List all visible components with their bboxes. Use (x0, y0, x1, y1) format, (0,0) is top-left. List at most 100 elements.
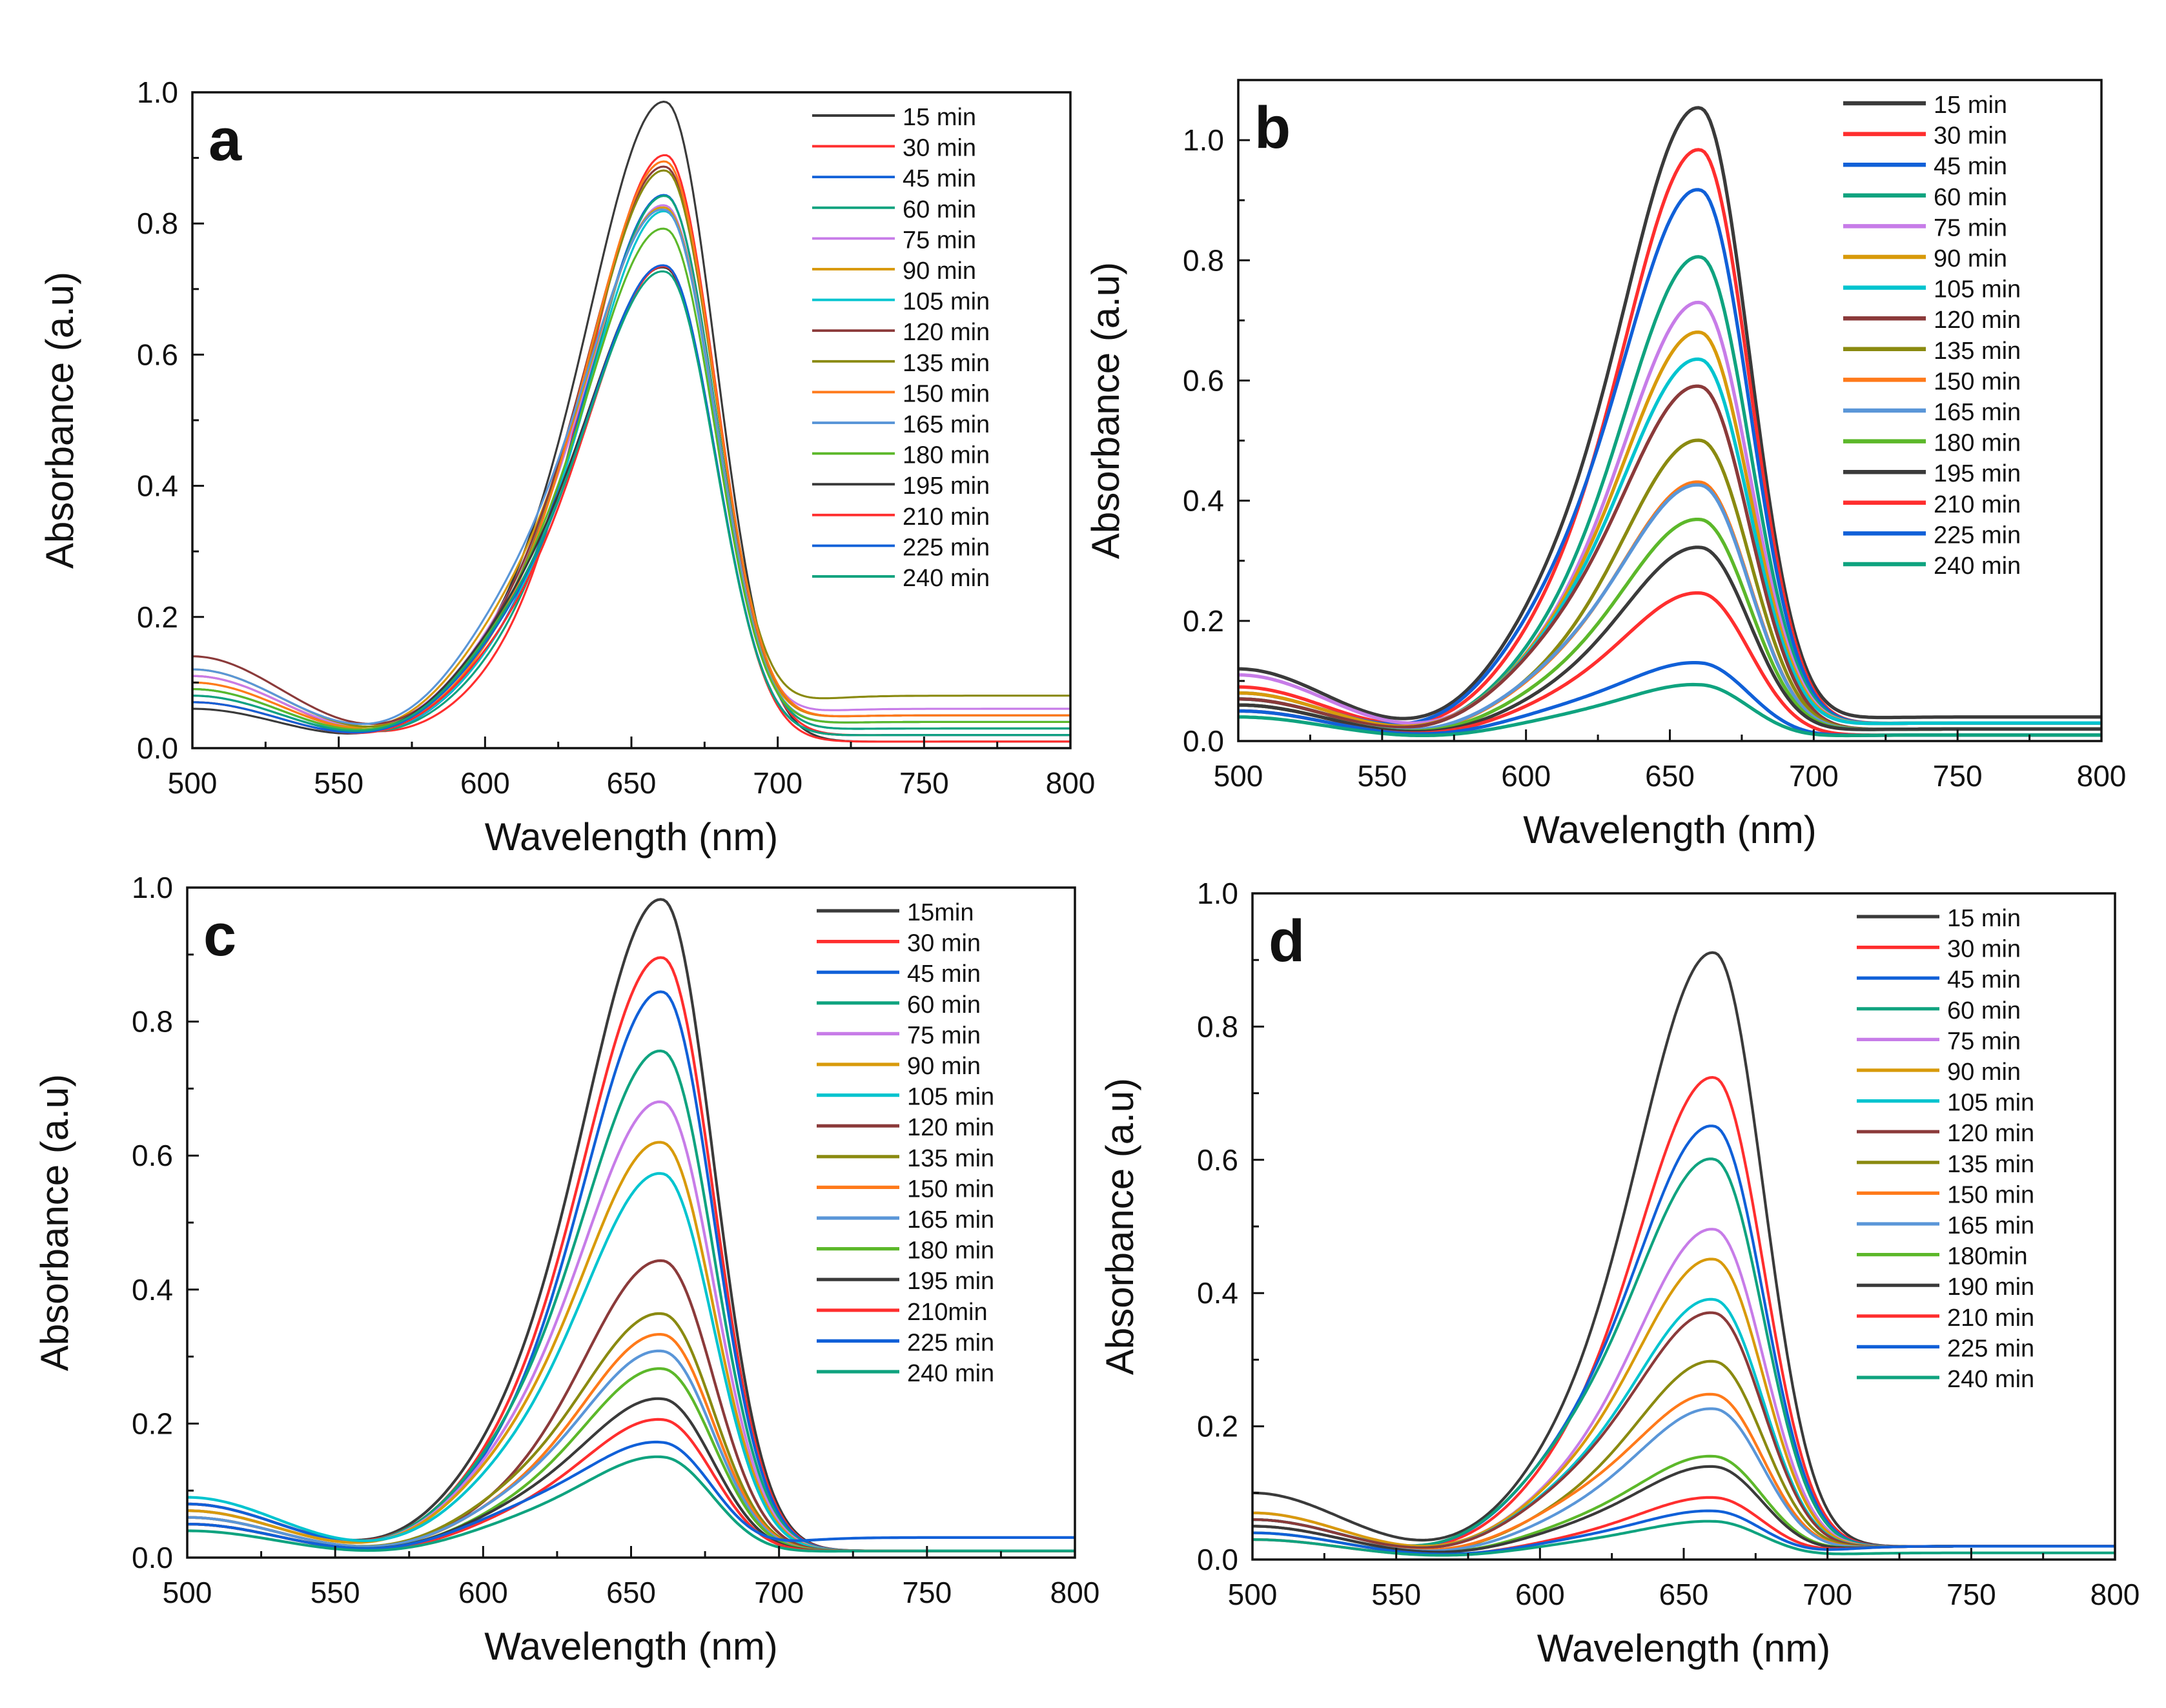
y-tick-label: 0.8 (1183, 243, 1224, 277)
legend-entry: 120 min (1947, 1120, 2034, 1147)
legend-entry: 180 min (907, 1237, 994, 1265)
legend-entry: 75 min (1947, 1028, 2021, 1055)
legend-entry: 135 min (1947, 1151, 2034, 1178)
y-tick-label: 0.8 (137, 207, 178, 240)
legend-entry: 165 min (907, 1206, 994, 1234)
legend-entry: 150 min (1947, 1181, 2034, 1208)
x-tick-label: 600 (1501, 759, 1551, 793)
legend-entry: 15min (907, 899, 974, 926)
y-tick-label: 0.6 (132, 1139, 173, 1172)
legend-entry: 150 min (907, 1175, 994, 1203)
legend-entry: 210min (907, 1299, 988, 1326)
y-tick-label: 0.4 (137, 469, 178, 503)
legend-entry: 30 min (907, 930, 981, 957)
legend-entry: 30 min (1947, 936, 2021, 963)
legend-entry: 195 min (1934, 460, 2021, 487)
x-tick-label: 700 (1803, 1578, 1852, 1611)
legend-entry: 120 min (907, 1114, 994, 1141)
x-tick-label: 750 (1946, 1578, 1996, 1611)
series-line-165-min (1252, 1407, 2115, 1552)
legend-entry: 135 min (1934, 338, 2021, 365)
legend-entry: 30 min (1934, 123, 2007, 150)
legend: 15min 30 min 45 min 60 min 75 min 90 min 105 m… (817, 899, 994, 1387)
x-tick-label: 700 (753, 766, 802, 800)
panel-b: 500 550 600 650 700 750 800 0.0 0.2 0.4 0.6 0.8 1.0 W… (1084, 79, 2126, 851)
series-line-150-min (192, 160, 1070, 731)
legend-entry: 15 min (1934, 92, 2007, 119)
legend-entry: 45 min (1934, 153, 2007, 180)
panel-d: 500 550 600 650 700 750 800 0.0 0.2 0.4 0.6 0.8 1.0 W… (1098, 877, 2140, 1670)
legend-entry: 240 min (1947, 1366, 2034, 1393)
x-tick-label: 550 (1371, 1578, 1421, 1611)
y-tick-label: 0.6 (1197, 1143, 1238, 1177)
panel-label: a (209, 107, 242, 173)
panel-label: c (203, 902, 236, 968)
legend-entry: 105 min (1934, 276, 2021, 303)
x-tick-label: 500 (1214, 759, 1263, 793)
y-tick-label: 0.4 (132, 1273, 173, 1306)
x-tick-label: 800 (2090, 1578, 2140, 1611)
y-tick-label: 0.2 (1183, 604, 1224, 638)
x-axis-label: Wavelength (nm) (1523, 808, 1817, 851)
legend-entry: 180min (1947, 1243, 2028, 1270)
legend-entry: 75 min (907, 1022, 981, 1049)
x-tick-label: 600 (458, 1576, 508, 1609)
legend-entry: 90 min (1934, 245, 2007, 272)
y-tick-label: 0.4 (1197, 1276, 1238, 1310)
x-tick-label: 800 (1050, 1576, 1100, 1609)
y-tick-label: 0.0 (132, 1541, 173, 1574)
panel-c: 500 550 600 650 700 750 800 0.0 0.2 0.4 0.6 0.8 1.0 W… (33, 871, 1099, 1668)
legend-entry: 225 min (903, 534, 990, 561)
legend-entry: 30 min (903, 135, 976, 162)
legend-entry: 105 min (907, 1084, 994, 1111)
x-axis-label: Wavelength (nm) (485, 815, 779, 859)
x-tick-label: 500 (163, 1576, 212, 1609)
legend-entry: 60 min (1934, 184, 2007, 211)
legend-entry: 90 min (1947, 1059, 2021, 1086)
y-tick-label: 1.0 (1197, 877, 1238, 910)
x-tick-label: 650 (1659, 1578, 1709, 1611)
legend-entry: 225 min (1934, 522, 2021, 549)
series-line-180-min (192, 227, 1070, 731)
legend-entry: 180 min (903, 442, 990, 469)
legend-entry: 195 min (907, 1268, 994, 1295)
x-axis-label: Wavelength (nm) (1537, 1627, 1831, 1670)
legend-entry: 180 min (1934, 430, 2021, 457)
x-tick-label: 650 (1645, 759, 1695, 793)
y-axis-label: Absorbance (a.u) (1084, 262, 1127, 559)
y-tick-label: 0.6 (137, 338, 178, 371)
x-tick-label: 550 (1357, 759, 1407, 793)
legend-entry: 45 min (1947, 966, 2021, 993)
legend-entry: 45 min (907, 961, 981, 988)
series-line-150-min (1238, 480, 2101, 732)
legend-entry: 60 min (1947, 997, 2021, 1024)
series-line-195-min (1238, 545, 2101, 734)
legend-entry: 210 min (1934, 491, 2021, 518)
x-tick-label: 750 (1933, 759, 1983, 793)
series-line-15-min (1238, 106, 2101, 720)
x-tick-label: 550 (314, 766, 363, 800)
legend-entry: 150 min (1934, 368, 2021, 395)
y-tick-label: 1.0 (1183, 123, 1224, 157)
legend-entry: 225 min (1947, 1335, 2034, 1362)
y-axis-label: Absorbance (a.u) (1098, 1078, 1141, 1375)
legend-entry: 120 min (903, 319, 990, 346)
legend-entry: 195 min (903, 473, 990, 500)
y-tick-label: 0.6 (1183, 363, 1224, 397)
x-tick-label: 700 (754, 1576, 804, 1609)
x-tick-label: 500 (1228, 1578, 1278, 1611)
legend-entry: 120 min (1934, 307, 2021, 334)
y-tick-label: 0.2 (137, 600, 178, 634)
series-line-190-min (1252, 1465, 2115, 1554)
legend-entry: 190 min (1947, 1274, 2034, 1301)
y-axis-label: Absorbance (a.u) (38, 272, 81, 569)
series-line-180-min (1238, 517, 2101, 733)
legend-entry: 165 min (1934, 399, 2021, 426)
series-line-240-min (192, 270, 1070, 737)
legend-entry: 60 min (907, 991, 981, 1019)
legend-entry: 210 min (903, 503, 990, 531)
legend-entry: 75 min (903, 227, 976, 254)
legend-entry: 240 min (903, 565, 990, 592)
x-tick-label: 700 (1789, 759, 1839, 793)
panel-a: 500 550 600 650 700 750 800 0.0 0.2 0.4 0.6 0.8 1.0 W… (38, 76, 1095, 859)
